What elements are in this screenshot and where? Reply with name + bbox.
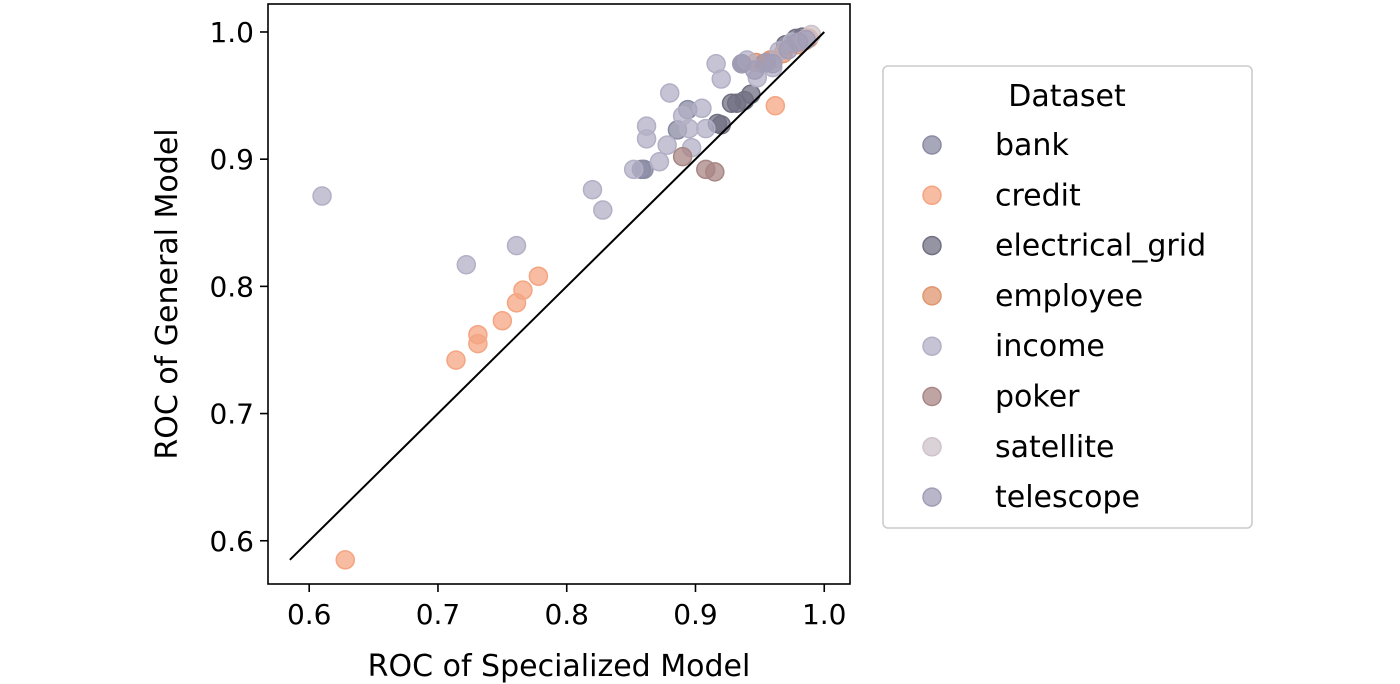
legend-items: bank credit electrical_grid employee income p… [922, 128, 1206, 515]
point-credit-8 [765, 96, 786, 116]
legend-label-employee: employee [995, 279, 1143, 314]
point-electrical-grid-5 [741, 84, 761, 105]
legend-frame [882, 65, 1253, 529]
legend-label-credit: credit [995, 178, 1081, 213]
y-tick-label-4: 1.0 [209, 16, 254, 49]
legend-marker-income [922, 336, 942, 356]
point-credit-0 [335, 550, 356, 570]
point-poker-2 [705, 162, 725, 182]
legend-label-poker: poker [995, 380, 1080, 415]
legend-marker-electrical-grid [922, 235, 942, 256]
legend-marker-telescope [922, 487, 942, 507]
point-income-14 [692, 98, 712, 119]
point-credit-6 [513, 280, 533, 300]
point-income-1 [456, 254, 477, 275]
data-points [312, 24, 822, 570]
y-axis-label: ROC of General Model [150, 128, 185, 459]
legend-marker-poker [922, 386, 942, 407]
x-axis-label: ROC of Specialized Model [368, 649, 751, 684]
point-income-7 [636, 116, 657, 136]
point-income-15 [696, 118, 716, 139]
legend-marker-credit [922, 185, 942, 206]
legend-marker-bank [922, 135, 942, 155]
point-poker-0 [672, 146, 693, 167]
legend-label-income: income [995, 329, 1105, 364]
point-income-0 [312, 186, 332, 206]
plot-area [267, 3, 851, 585]
x-tick-label-1: 0.7 [416, 598, 461, 631]
point-income-10 [657, 135, 677, 155]
legend-label-telescope: telescope [995, 480, 1140, 515]
y-tick-label-0: 0.6 [209, 525, 254, 558]
x-tick-label-4: 1.0 [802, 598, 847, 631]
point-income-9 [659, 83, 680, 103]
legend-marker-employee [922, 286, 942, 306]
y-tick-label-1: 0.7 [209, 398, 254, 431]
y-tick-label-3: 0.9 [209, 143, 254, 176]
reference-line [289, 31, 825, 561]
legend-label-satellite: satellite [995, 430, 1114, 465]
y-axis: 0.6 0.7 0.8 0.9 1.0 [209, 16, 268, 558]
x-axis: 0.6 0.7 0.8 0.9 1.0 [287, 584, 847, 631]
legend: Dataset bank credit electrical_gridemploye… [882, 65, 1253, 529]
point-credit-4 [492, 310, 513, 331]
point-credit-7 [528, 266, 549, 286]
y-tick-label-2: 0.8 [209, 270, 254, 303]
x-tick-label-2: 0.8 [544, 598, 589, 631]
legend-marker-satellite [922, 437, 942, 457]
point-credit-3 [468, 333, 488, 354]
point-credit-1 [446, 350, 466, 370]
legend-label-electrical-grid: electrical_grid [995, 229, 1206, 264]
point-telescope-6 [796, 29, 816, 50]
x-tick-label-3: 0.9 [673, 598, 718, 631]
point-income-12 [679, 118, 699, 139]
point-income-4 [593, 200, 613, 220]
point-income-8 [649, 151, 670, 172]
point-income-17 [711, 69, 731, 89]
legend-title: Dataset [1008, 79, 1126, 114]
point-income-2 [506, 235, 527, 256]
point-income-3 [582, 179, 603, 200]
point-income-5 [623, 159, 644, 180]
x-tick-label-0: 0.6 [287, 598, 332, 631]
point-telescope-3 [762, 54, 783, 74]
legend-label-bank: bank [995, 128, 1069, 163]
